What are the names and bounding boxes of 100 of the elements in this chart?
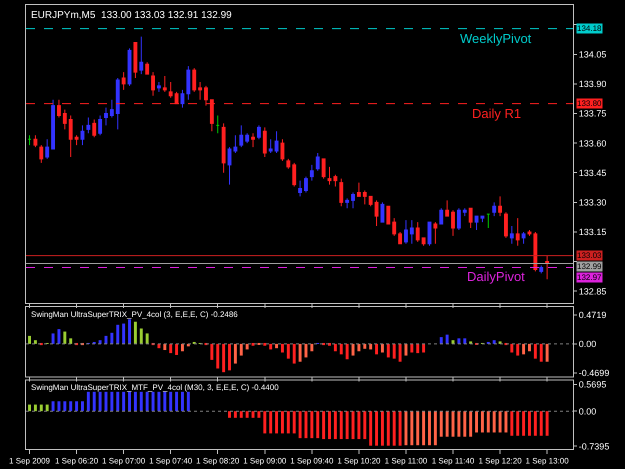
bar bbox=[298, 411, 302, 438]
x-tick-label: 1 Sep 07:00 bbox=[102, 456, 146, 466]
bar bbox=[86, 392, 90, 412]
bar bbox=[140, 328, 143, 344]
bar bbox=[110, 392, 114, 412]
candlestick bbox=[62, 109, 67, 130]
bar bbox=[352, 411, 354, 440]
bar bbox=[69, 338, 72, 344]
bar bbox=[457, 411, 460, 437]
bar bbox=[57, 329, 60, 344]
candlestick bbox=[480, 216, 484, 223]
bar bbox=[234, 344, 237, 364]
candlestick bbox=[339, 178, 344, 207]
bar bbox=[269, 411, 272, 434]
bar bbox=[357, 411, 360, 440]
candlestick bbox=[416, 222, 420, 242]
bar bbox=[146, 392, 149, 412]
chart-title: SwingMan UltraSuperTRIX_MTF_PV_4col (M30, 3, E,E,E, C) -0.4400 bbox=[31, 383, 280, 392]
x-tick-label: 1 Sep 13:00 bbox=[526, 456, 570, 466]
bar bbox=[246, 411, 249, 418]
bar bbox=[292, 344, 296, 364]
candlestick bbox=[216, 115, 220, 134]
bar bbox=[57, 401, 60, 412]
bar bbox=[516, 411, 520, 436]
candlestick bbox=[268, 138, 273, 154]
y-tick-label: 133.75 bbox=[578, 108, 606, 119]
y-tick-label: 0.4719 bbox=[578, 310, 606, 320]
text: 133.80 bbox=[577, 99, 602, 108]
x-tick-label: 1 Sep 2009 bbox=[9, 456, 51, 466]
candlestick bbox=[292, 162, 296, 188]
bar bbox=[40, 404, 43, 412]
bar bbox=[546, 411, 549, 436]
candlestick bbox=[156, 81, 161, 92]
bar bbox=[275, 411, 278, 434]
bar bbox=[246, 344, 249, 350]
bar bbox=[75, 401, 78, 412]
bar bbox=[492, 411, 496, 432]
bar bbox=[369, 344, 372, 350]
candlestick bbox=[192, 68, 196, 92]
bar bbox=[252, 411, 254, 418]
y-tick-label: -0.7395 bbox=[578, 441, 610, 452]
bar bbox=[410, 344, 414, 352]
x-tick-label: 1 Sep 06:20 bbox=[55, 456, 99, 466]
text: 133.03 bbox=[577, 251, 602, 260]
text: 132.99 bbox=[577, 262, 602, 271]
bar bbox=[269, 344, 272, 350]
bar bbox=[286, 411, 290, 434]
bar bbox=[34, 404, 37, 412]
candlestick bbox=[328, 166, 332, 186]
candlestick bbox=[374, 200, 378, 227]
candlestick bbox=[398, 231, 402, 244]
y-tick-label: -0.4699 bbox=[578, 368, 610, 378]
candlestick bbox=[410, 220, 414, 244]
x-tick-label: 1 Sep 08:20 bbox=[196, 456, 240, 466]
candlestick bbox=[168, 81, 173, 98]
bar bbox=[522, 344, 526, 354]
candlestick bbox=[262, 126, 267, 158]
bar bbox=[52, 401, 55, 412]
bar bbox=[128, 319, 131, 344]
bar bbox=[157, 392, 160, 412]
bar bbox=[186, 392, 190, 412]
bar bbox=[510, 411, 514, 436]
bar bbox=[146, 333, 149, 344]
bar bbox=[304, 344, 308, 358]
bar bbox=[310, 344, 314, 352]
bar bbox=[422, 344, 426, 352]
bar bbox=[175, 392, 178, 412]
candlestick bbox=[474, 216, 478, 230]
candlestick bbox=[128, 48, 132, 86]
bar bbox=[357, 344, 360, 352]
candlestick bbox=[351, 192, 355, 209]
candlestick bbox=[451, 210, 455, 236]
bar bbox=[386, 411, 390, 446]
candlestick bbox=[298, 180, 302, 197]
bar bbox=[534, 344, 537, 359]
bar bbox=[422, 411, 426, 446]
bar bbox=[363, 344, 366, 349]
bar bbox=[528, 344, 531, 352]
bar bbox=[69, 401, 72, 412]
candlestick bbox=[198, 81, 202, 100]
bar bbox=[257, 411, 260, 418]
bar bbox=[375, 344, 378, 354]
bar bbox=[322, 411, 326, 440]
ref-line-label: Daily R1 bbox=[472, 106, 522, 121]
candlestick bbox=[322, 158, 326, 180]
bar bbox=[334, 344, 337, 352]
candlestick bbox=[116, 78, 120, 130]
candlestick bbox=[151, 72, 155, 96]
bar bbox=[469, 411, 472, 437]
bar bbox=[304, 411, 308, 438]
bar bbox=[546, 344, 549, 362]
ref-line-label: DailyPivot bbox=[467, 269, 526, 284]
bar bbox=[222, 344, 226, 372]
y-tick-label: 0.00 bbox=[578, 406, 596, 416]
bar bbox=[34, 340, 37, 344]
bar bbox=[363, 411, 366, 440]
bar bbox=[63, 332, 66, 344]
y-tick-label: 133.30 bbox=[578, 197, 606, 208]
candlestick bbox=[539, 264, 544, 274]
x-tick-label: 1 Sep 11:00 bbox=[384, 456, 428, 466]
